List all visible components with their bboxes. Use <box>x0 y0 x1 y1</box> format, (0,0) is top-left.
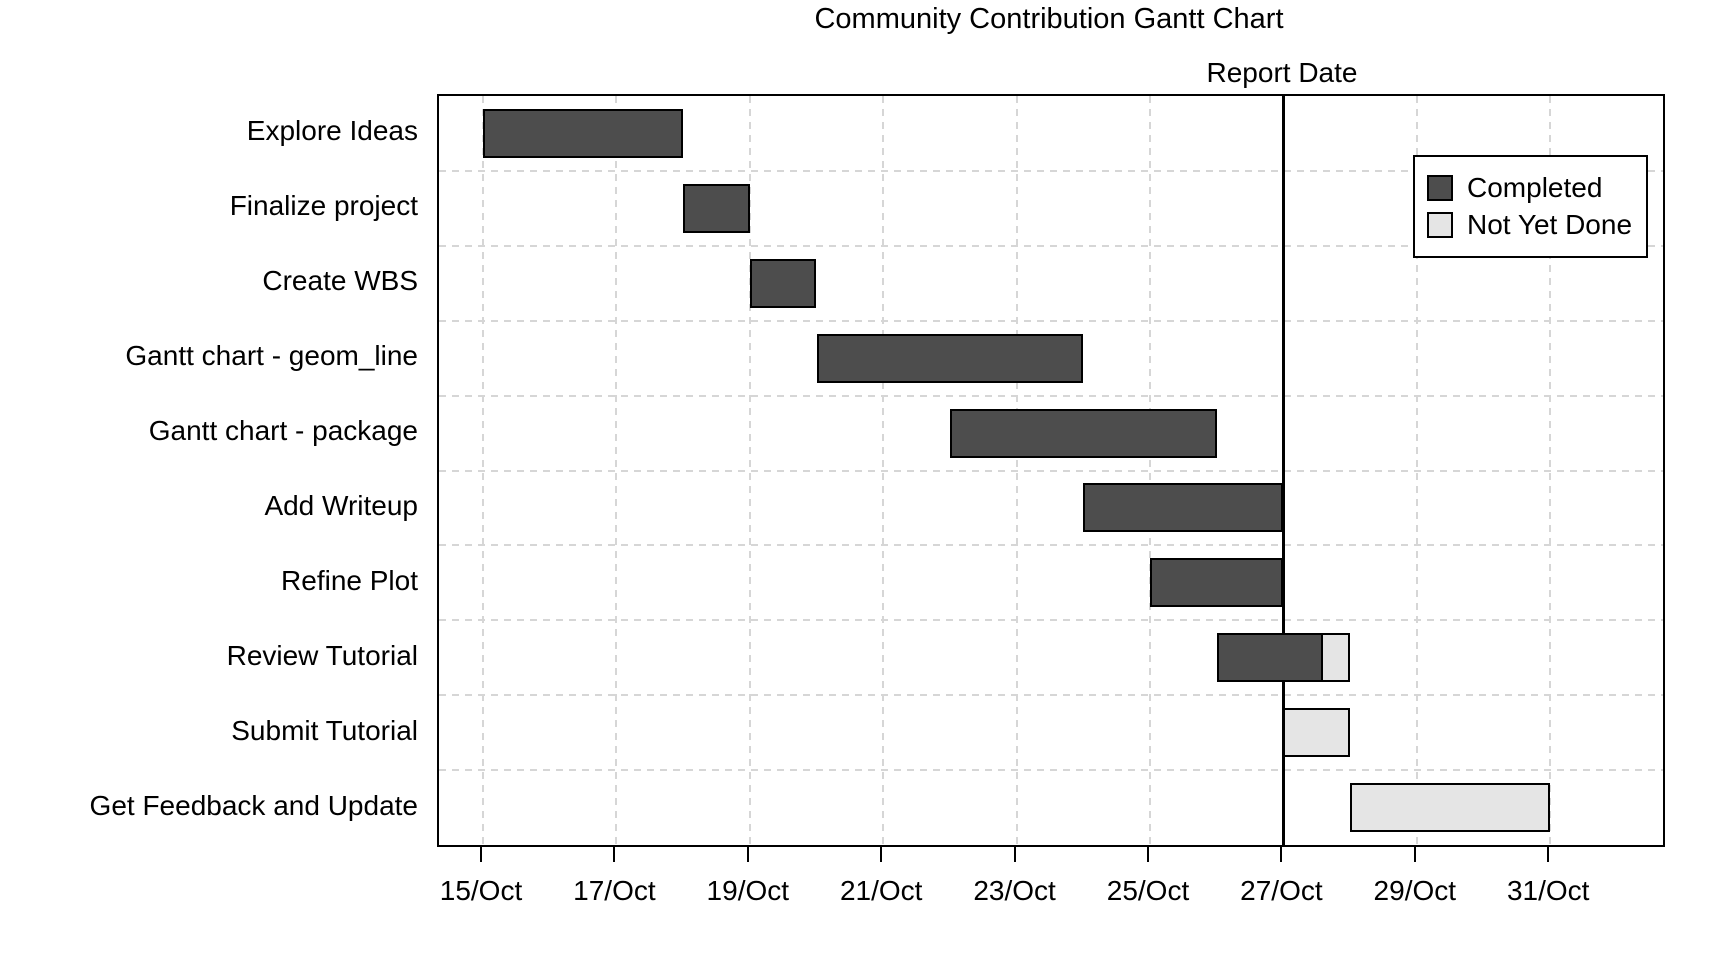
x-axis-tick <box>480 845 482 862</box>
x-axis-tick-label: 15/Oct <box>439 875 523 906</box>
task-bar-completed <box>683 183 750 233</box>
x-axis-tick <box>613 845 616 862</box>
task-label: Finalize project <box>229 190 418 222</box>
horizontal-gridline <box>439 769 1663 772</box>
task-bar-not-yet-done <box>1350 783 1551 833</box>
task-label: Explore Ideas <box>246 115 418 147</box>
x-axis-tick-label: 17/Oct <box>573 875 656 906</box>
report-date-label: Report Date <box>1206 57 1358 88</box>
horizontal-gridline <box>439 544 1663 547</box>
task-bar-completed <box>483 108 684 158</box>
x-axis-tick <box>1413 845 1416 862</box>
legend: Completed Not Yet Done <box>1413 155 1648 258</box>
horizontal-gridline <box>439 394 1663 397</box>
x-axis-tick <box>746 845 749 862</box>
x-axis-tick-label: 25/Oct <box>1106 875 1190 906</box>
x-axis-tick <box>1547 845 1550 862</box>
task-label: Create WBS <box>262 265 418 297</box>
legend-label-not-yet-done: Not Yet Done <box>1467 209 1633 240</box>
x-axis-tick-label: 21/Oct <box>839 875 923 906</box>
horizontal-gridline <box>439 319 1663 322</box>
x-axis-tick-label: 19/Oct <box>706 875 790 906</box>
x-axis-tick-label: 31/Oct <box>1506 875 1590 906</box>
task-label: Get Feedback and Update <box>89 789 418 821</box>
x-axis-tick <box>1280 845 1283 862</box>
not-yet-done-swatch-icon <box>1427 212 1453 238</box>
x-axis-tick-label: 29/Oct <box>1373 875 1457 906</box>
task-label: Submit Tutorial <box>231 714 418 746</box>
task-bar-completed <box>1083 483 1284 533</box>
horizontal-gridline <box>439 169 1663 172</box>
task-bar-completed <box>949 408 1217 458</box>
completed-swatch-icon <box>1427 175 1453 201</box>
x-axis-tick <box>880 845 883 862</box>
x-axis-tick <box>1013 845 1016 862</box>
task-bar-completed <box>1150 558 1284 608</box>
task-bar-completed <box>749 258 817 308</box>
task-bar-not-yet-done <box>1283 708 1351 758</box>
horizontal-gridline <box>439 694 1663 697</box>
task-label: Gantt chart - package <box>148 415 418 447</box>
x-axis-tick-label: 27/Oct <box>1240 875 1323 906</box>
task-label: Gantt chart - geom_line <box>125 340 418 372</box>
task-bar-completed <box>816 333 1084 383</box>
task-bar-completed <box>1216 633 1324 683</box>
report-date-line <box>1282 96 1285 845</box>
x-axis-tick <box>1147 845 1149 862</box>
legend-item-not-yet-done: Not Yet Done <box>1427 210 1646 240</box>
horizontal-gridline <box>439 244 1663 247</box>
task-label: Review Tutorial <box>226 639 418 671</box>
x-axis-tick-label: 23/Oct <box>973 875 1056 906</box>
task-label: Refine Plot <box>281 564 418 596</box>
chart-title: Community Contribution Gantt Chart <box>814 3 1284 35</box>
legend-item-completed: Completed <box>1427 173 1646 203</box>
task-label: Add Writeup <box>264 489 418 521</box>
legend-label-completed: Completed <box>1467 172 1603 203</box>
horizontal-gridline <box>439 619 1663 622</box>
horizontal-gridline <box>439 469 1663 472</box>
